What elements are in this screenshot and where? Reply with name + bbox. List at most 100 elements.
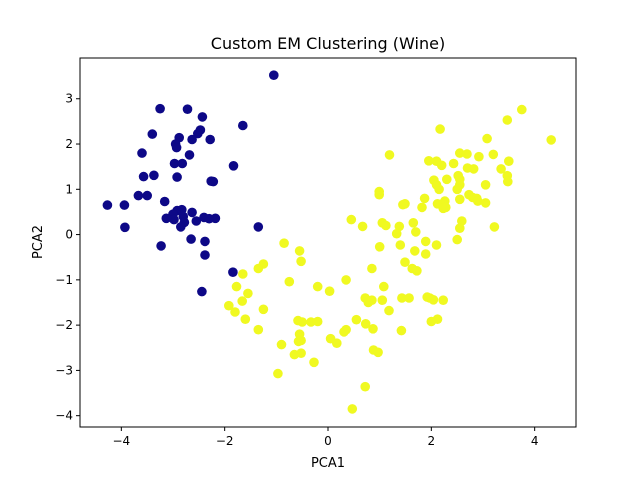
data-point-cluster-1-50 (381, 220, 391, 231)
data-point-cluster-0-45 (200, 250, 210, 260)
data-point-cluster-0-42 (186, 234, 196, 244)
data-point-cluster-0-38 (191, 216, 202, 226)
data-point-cluster-0-36 (161, 213, 172, 224)
data-point-cluster-0-1 (155, 103, 165, 114)
data-point-cluster-1-38 (480, 198, 491, 208)
data-point-cluster-1-102 (312, 316, 323, 327)
data-point-cluster-0-4 (238, 120, 248, 131)
x-tick-label: 0 (324, 434, 332, 448)
data-point-cluster-1-83 (377, 295, 388, 306)
data-point-cluster-1-85 (404, 293, 414, 303)
x-tick-label: 4 (531, 434, 539, 448)
data-point-cluster-1-73 (341, 275, 351, 285)
data-point-cluster-0-41 (120, 222, 130, 233)
data-point-cluster-1-90 (363, 297, 374, 308)
data-point-cluster-0-9 (187, 134, 197, 145)
data-point-cluster-1-11 (424, 156, 434, 166)
data-point-cluster-1-84 (397, 293, 407, 303)
data-point-cluster-1-55 (391, 228, 402, 239)
data-point-cluster-1-7 (462, 149, 472, 159)
data-point-cluster-1-3 (435, 124, 445, 134)
data-point-cluster-0-15 (169, 158, 180, 169)
data-point-cluster-1-98 (426, 316, 437, 327)
data-point-cluster-1-26 (480, 180, 491, 190)
data-point-cluster-1-93 (384, 305, 394, 316)
data-point-cluster-1-17 (496, 164, 506, 174)
data-point-cluster-0-17 (228, 161, 239, 171)
data-point-cluster-1-114 (276, 339, 287, 350)
data-point-cluster-1-13 (436, 160, 447, 171)
y-axis-label: PCA2 (31, 225, 46, 259)
data-point-cluster-1-43 (441, 202, 451, 213)
data-point-cluster-1-45 (346, 214, 357, 225)
data-point-cluster-1-63 (410, 246, 420, 256)
data-point-cluster-1-16 (468, 164, 479, 174)
data-point-cluster-1-35 (419, 193, 430, 204)
data-point-cluster-1-34 (455, 194, 465, 205)
data-point-cluster-1-121 (360, 381, 371, 392)
data-point-cluster-1-76 (231, 281, 242, 292)
data-point-cluster-0-43 (200, 236, 210, 247)
y-tick-label: 3 (65, 92, 73, 106)
data-point-cluster-0-25 (102, 200, 113, 210)
data-point-cluster-1-109 (396, 325, 407, 336)
data-point-cluster-0-27 (159, 196, 170, 207)
data-point-cluster-1-74 (412, 266, 422, 276)
data-point-cluster-1-118 (309, 357, 319, 368)
x-axis-label: PCA1 (311, 456, 345, 471)
data-point-cluster-0-35 (169, 214, 179, 225)
data-point-cluster-0-12 (171, 142, 182, 153)
data-point-cluster-1-31 (374, 189, 385, 200)
data-point-cluster-1-68 (253, 263, 264, 274)
data-point-cluster-0-19 (149, 170, 159, 181)
data-point-cluster-1-77 (312, 281, 323, 292)
data-point-cluster-1-122 (347, 404, 358, 414)
data-point-cluster-1-41 (398, 199, 408, 210)
data-point-cluster-0-22 (208, 176, 219, 187)
data-point-cluster-1-62 (294, 246, 305, 256)
data-point-cluster-1-96 (351, 314, 362, 325)
chart-title: Custom EM Clustering (Wine) (211, 34, 445, 53)
data-point-cluster-1-27 (452, 184, 463, 195)
data-point-cluster-1-103 (360, 319, 371, 329)
data-point-cluster-1-53 (489, 222, 500, 232)
y-tick-label: 1 (65, 182, 73, 196)
data-point-cluster-1-107 (368, 324, 378, 334)
data-point-cluster-1-51 (394, 221, 405, 232)
data-point-cluster-0-26 (119, 200, 130, 210)
data-point-cluster-1-46 (457, 216, 467, 226)
data-point-cluster-0-23 (133, 190, 144, 201)
y-tick-label: −2 (55, 318, 73, 332)
data-point-cluster-1-0 (546, 135, 556, 145)
x-tick-label: 2 (428, 434, 436, 448)
data-point-cluster-1-89 (425, 293, 435, 303)
data-point-cluster-1-70 (367, 263, 377, 274)
data-point-cluster-1-71 (238, 269, 248, 279)
data-point-cluster-1-6 (474, 151, 484, 162)
data-point-cluster-0-18 (138, 171, 149, 182)
data-point-cluster-1-52 (455, 223, 465, 233)
data-point-cluster-1-37 (473, 196, 483, 206)
data-point-cluster-0-37 (204, 213, 214, 224)
data-point-cluster-0-8 (147, 129, 158, 139)
data-point-cluster-0-40 (176, 222, 186, 232)
data-point-cluster-1-10 (504, 156, 514, 166)
data-point-cluster-1-48 (408, 218, 419, 228)
data-point-cluster-1-58 (279, 238, 289, 248)
data-point-cluster-1-94 (258, 304, 269, 315)
data-point-cluster-1-66 (400, 257, 410, 268)
data-point-cluster-0-16 (177, 158, 188, 169)
data-point-cluster-1-54 (411, 227, 421, 237)
data-point-cluster-1-60 (395, 240, 406, 250)
y-tick-label: −3 (55, 363, 73, 377)
data-point-cluster-0-24 (142, 190, 152, 201)
data-point-cluster-1-120 (273, 368, 283, 379)
data-point-cluster-1-95 (240, 314, 251, 325)
data-point-cluster-1-91 (224, 300, 234, 311)
data-point-cluster-1-8 (455, 148, 465, 158)
data-point-cluster-1-56 (452, 234, 463, 245)
data-point-cluster-1-59 (431, 240, 442, 250)
y-tick-label: −1 (55, 273, 73, 287)
data-point-cluster-1-72 (284, 276, 295, 287)
